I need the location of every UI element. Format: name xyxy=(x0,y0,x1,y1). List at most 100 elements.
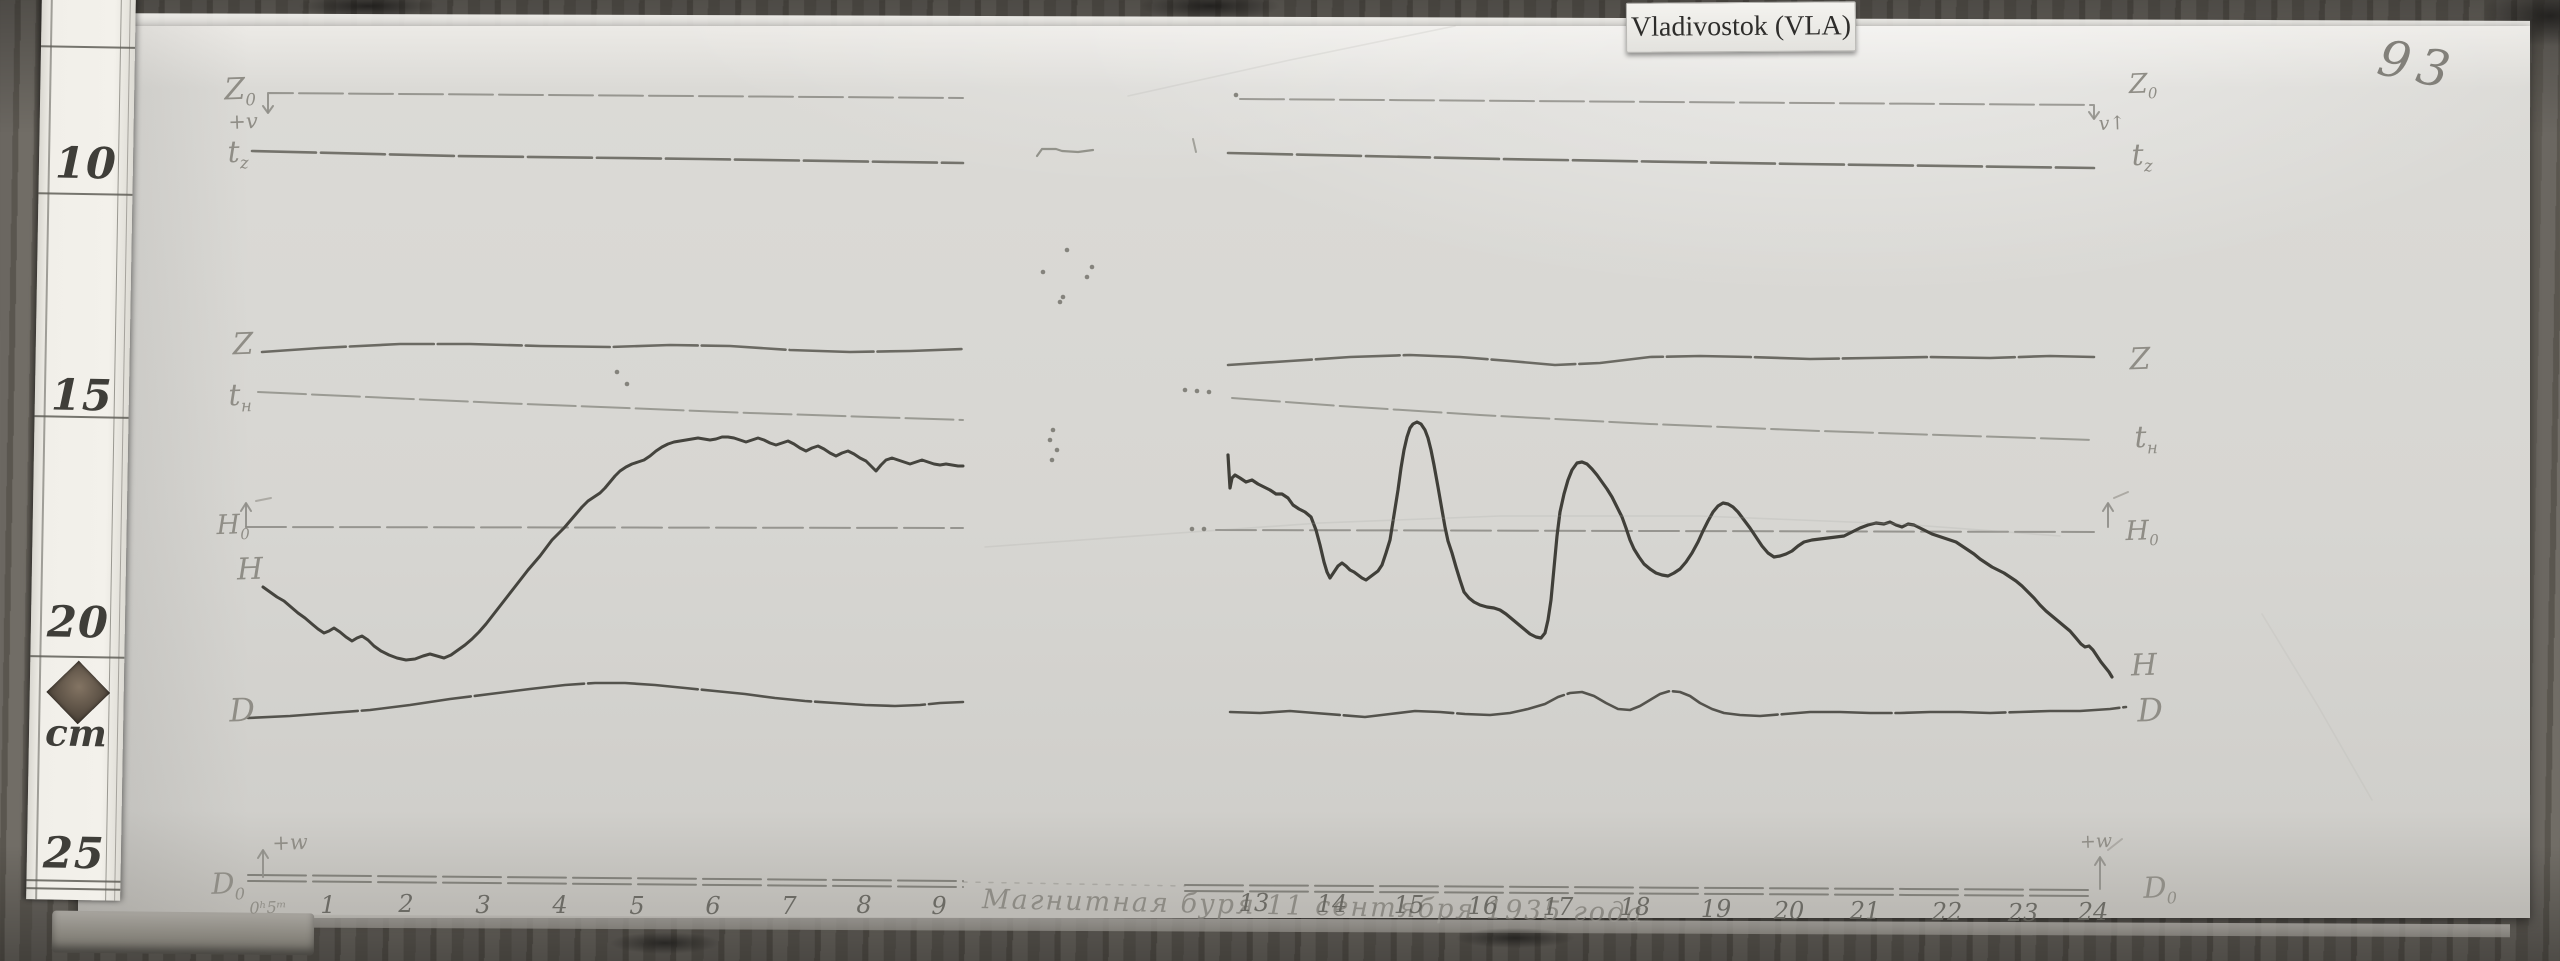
trace-time-axis-left-lower xyxy=(247,880,964,888)
trace-Z-trace-left xyxy=(260,342,965,354)
hour-label-1: 1 xyxy=(320,891,336,919)
trace-label-right-tz: tz xyxy=(2131,138,2153,176)
trace-label-left-z0: Z0 xyxy=(223,71,257,110)
ruler-mark-10: 10 xyxy=(54,138,118,190)
label-main: Z xyxy=(2128,341,2152,378)
label-main: D xyxy=(2136,690,2164,730)
hour-label-3: 3 xyxy=(475,891,491,919)
trace-Z0-baseline-right-arrowhead xyxy=(2088,111,2100,120)
trace-H0-right-arrowhead xyxy=(2102,502,2114,512)
trace-film-mark-vertical xyxy=(1192,138,1197,153)
label-main: v↑ xyxy=(2098,112,2126,135)
ruler-clamp xyxy=(51,910,315,956)
station-name: Vladivostok (VLA) xyxy=(1630,10,1852,43)
trace-label-right-h: H xyxy=(2130,648,2157,684)
hour-label-18: 18 xyxy=(1619,893,1651,921)
label-subscript: 0 xyxy=(2166,888,2178,908)
label-subscript: н xyxy=(240,396,253,416)
trace-label-right-d: D xyxy=(2136,690,2164,730)
film-speck-13 xyxy=(1189,526,1195,532)
cm-ruler: 10 15 20 25 cm xyxy=(26,0,136,901)
label-main: D xyxy=(210,866,236,901)
trace-label-left-mv: +v xyxy=(227,108,259,135)
trace-emulsion-scratch-lower-right xyxy=(2261,613,2373,801)
film-speck-5 xyxy=(1057,299,1063,305)
trace-time-axis-right-lower xyxy=(1184,890,2095,897)
trace-label-right-vm: v↑ xyxy=(2098,112,2126,135)
label-main: D xyxy=(2142,870,2168,905)
trace-H0-baseline-right xyxy=(1215,529,2095,533)
hour-label-7: 7 xyxy=(781,892,797,920)
film-speck-15 xyxy=(1233,92,1239,98)
trace-tn-trace-left xyxy=(257,391,964,421)
bottom-shadow-left xyxy=(610,932,720,954)
hour-label-21: 21 xyxy=(1849,897,1881,925)
trace-label-left-tн: tн xyxy=(228,378,253,416)
film-speck-0 xyxy=(1064,247,1070,253)
trace-D0-left-arrowhead xyxy=(257,849,269,859)
label-subscript: 0 xyxy=(245,90,257,110)
trace-emulsion-scratch-top-right xyxy=(1127,25,1456,97)
photo-paper xyxy=(78,26,2530,918)
label-main: +v xyxy=(227,108,259,135)
trace-label-left-z: Z xyxy=(231,326,255,363)
label-subscript: 0 xyxy=(234,884,246,904)
film-speck-3 xyxy=(1084,274,1090,280)
trace-Z0-baseline-left-arrowhead xyxy=(262,105,274,114)
label-subscript: z xyxy=(239,153,249,173)
trace-label-right-h0: H0 xyxy=(2125,515,2160,550)
label-main: t xyxy=(226,134,241,171)
trace-D0-right-pencil-mark xyxy=(2107,838,2123,851)
label-main: 0ʰ5ᵐ xyxy=(249,897,287,918)
trace-H-trace-right xyxy=(1226,420,2114,679)
bottom-shadow-right xyxy=(1455,928,1575,948)
trace-label-left-h: H xyxy=(236,552,263,588)
hour-label-6: 6 xyxy=(705,892,721,920)
trace-label-left-mw: +w xyxy=(271,829,309,856)
hour-label-20: 20 xyxy=(1773,897,1805,925)
trace-label-right-tн: tн xyxy=(2134,420,2159,458)
top-clip-shadow-middle xyxy=(1140,0,1280,20)
label-main: Z xyxy=(223,71,246,108)
label-main: +w xyxy=(271,829,309,856)
label-subscript: 0 xyxy=(2148,530,2160,550)
ruler-line-3 xyxy=(30,655,125,659)
trace-label-left-d: D xyxy=(228,690,256,730)
trace-label-right-d0: D0 xyxy=(2142,870,2178,908)
label-main: +w xyxy=(2079,829,2113,854)
hour-label-4: 4 xyxy=(552,891,568,919)
film-speck-4 xyxy=(1060,294,1066,300)
label-main: Z xyxy=(2128,68,2149,101)
film-speck-16 xyxy=(614,369,620,375)
ruler-mark-25: 25 xyxy=(42,828,106,880)
film-speck-7 xyxy=(1047,437,1053,443)
label-main: D xyxy=(228,690,256,730)
ruler-unit-label: cm xyxy=(44,710,108,756)
trace-emulsion-scratch-baseline-arc xyxy=(984,515,2061,548)
trace-tz-trace-mid-fragment xyxy=(1035,147,1095,158)
trace-label-left-d0: D0 xyxy=(210,866,246,904)
film-speck-17 xyxy=(624,381,630,387)
hour-label-23: 23 xyxy=(2007,899,2039,927)
station-label-sticker: Vladivostok (VLA) xyxy=(1625,1,1857,53)
ruler-line-1 xyxy=(38,192,133,196)
label-main: H xyxy=(215,509,241,542)
hour-label-5: 5 xyxy=(629,892,645,920)
trace-tn-trace-right xyxy=(1231,397,2095,441)
label-main: Z xyxy=(231,326,255,363)
trace-time-axis-right-upper xyxy=(1184,884,2095,891)
film-speck-6 xyxy=(1050,427,1056,433)
hour-label-9: 9 xyxy=(931,892,947,920)
ruler-line-0 xyxy=(40,45,136,49)
hour-label-15: 15 xyxy=(1393,891,1425,919)
ruler-line-4 xyxy=(26,879,121,883)
hour-label-16: 16 xyxy=(1467,892,1499,920)
trace-time-axis-middle-faint xyxy=(962,881,1186,887)
trace-H0-baseline-left xyxy=(245,526,964,529)
trace-label-left-tz: tz xyxy=(226,134,249,173)
label-subscript: z xyxy=(2143,156,2153,176)
hour-label-2: 2 xyxy=(398,890,414,918)
label-subscript: н xyxy=(2146,438,2159,458)
ruler-mark-15: 15 xyxy=(50,370,114,422)
